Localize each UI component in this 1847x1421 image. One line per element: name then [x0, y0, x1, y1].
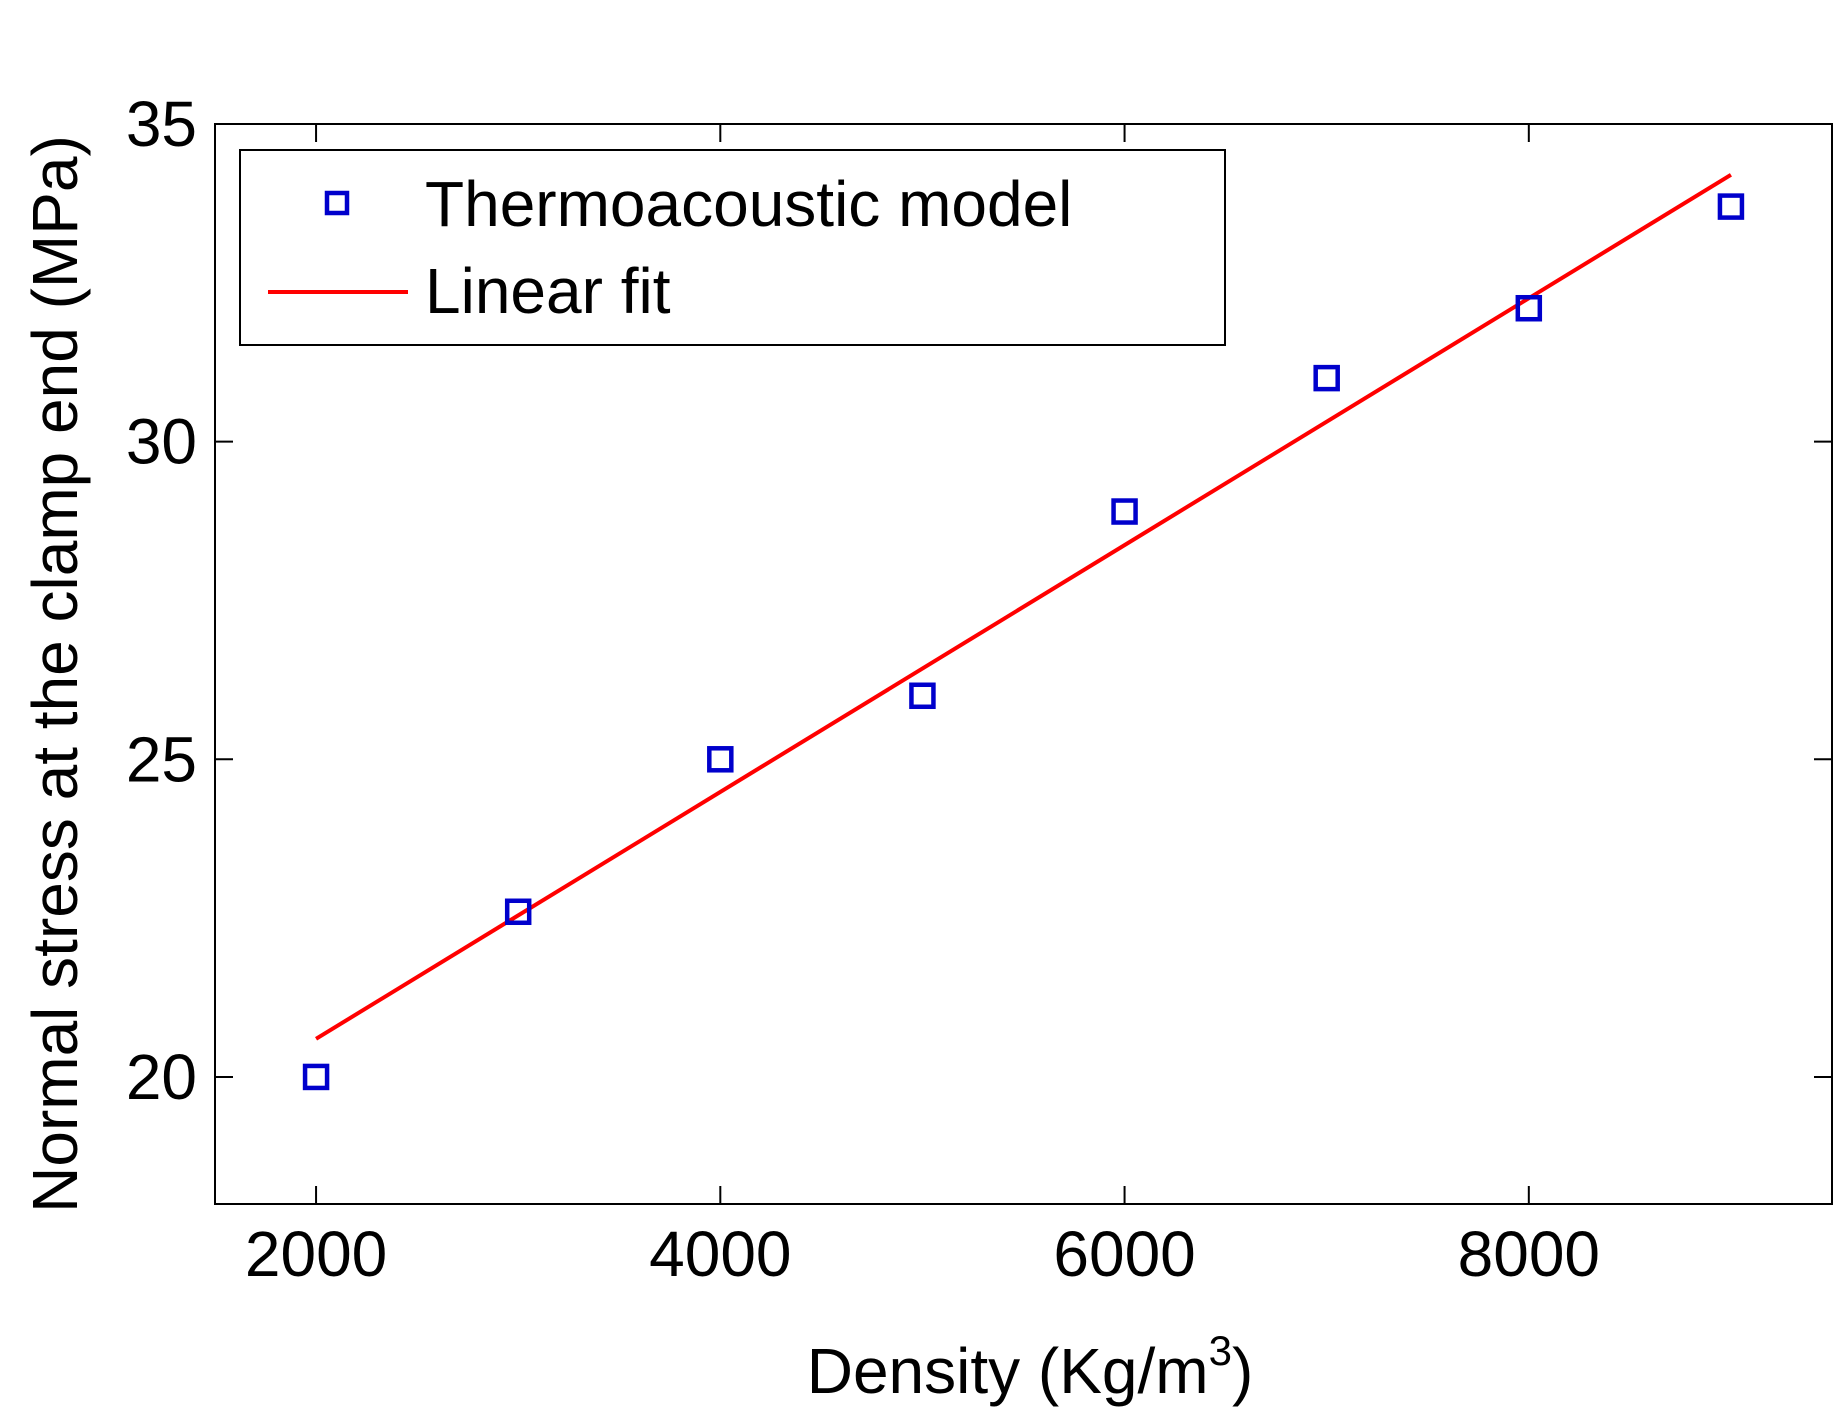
x-axis-label: Density (Kg/m3): [807, 1327, 1254, 1407]
data-point-marker: [302, 1063, 330, 1091]
x-tick-label: 4000: [649, 1218, 791, 1290]
y-tick-label: 30: [126, 406, 197, 478]
data-point-marker: [1111, 498, 1138, 525]
legend-marker-thermoacoustic-model: [324, 190, 350, 216]
series-layer: [302, 173, 1745, 1091]
x-axis-label-close: ): [1232, 1335, 1253, 1407]
legend-box: [239, 149, 1226, 346]
y-tick-label: 25: [126, 723, 197, 795]
linear-fit-line: [315, 173, 1732, 1041]
data-point-marker: [909, 682, 936, 710]
data-point-marker: [1313, 364, 1340, 392]
legend-label-thermoacoustic-model: Thermoacoustic model: [425, 168, 1072, 240]
x-tick-label: 2000: [245, 1218, 387, 1290]
plot-frame: [214, 123, 1833, 1205]
y-axis-label: Normal stress at the clamp end (MPa): [19, 135, 91, 1213]
legend-label-linear-fit: Linear fit: [425, 255, 671, 327]
data-point-marker: [707, 746, 734, 773]
y-tick-label: 35: [126, 88, 197, 160]
y-tick-label: 20: [126, 1041, 197, 1113]
x-tick-label: 6000: [1053, 1218, 1195, 1290]
plot-area: [214, 123, 1833, 1205]
x-axis-label-main: Density (Kg/m: [807, 1335, 1209, 1407]
legend: Thermoacoustic model Linear fit: [239, 149, 1226, 346]
y-axis-ticks: 20 25 30 35: [126, 88, 1832, 1113]
data-point-marker: [504, 898, 532, 926]
x-axis-label-superscript: 3: [1209, 1327, 1232, 1374]
data-point-marker: [1717, 193, 1745, 220]
data-point-marker: [1515, 294, 1543, 322]
x-axis-ticks: 2000 4000 6000 8000: [245, 124, 1600, 1290]
x-tick-label: 8000: [1458, 1218, 1600, 1290]
